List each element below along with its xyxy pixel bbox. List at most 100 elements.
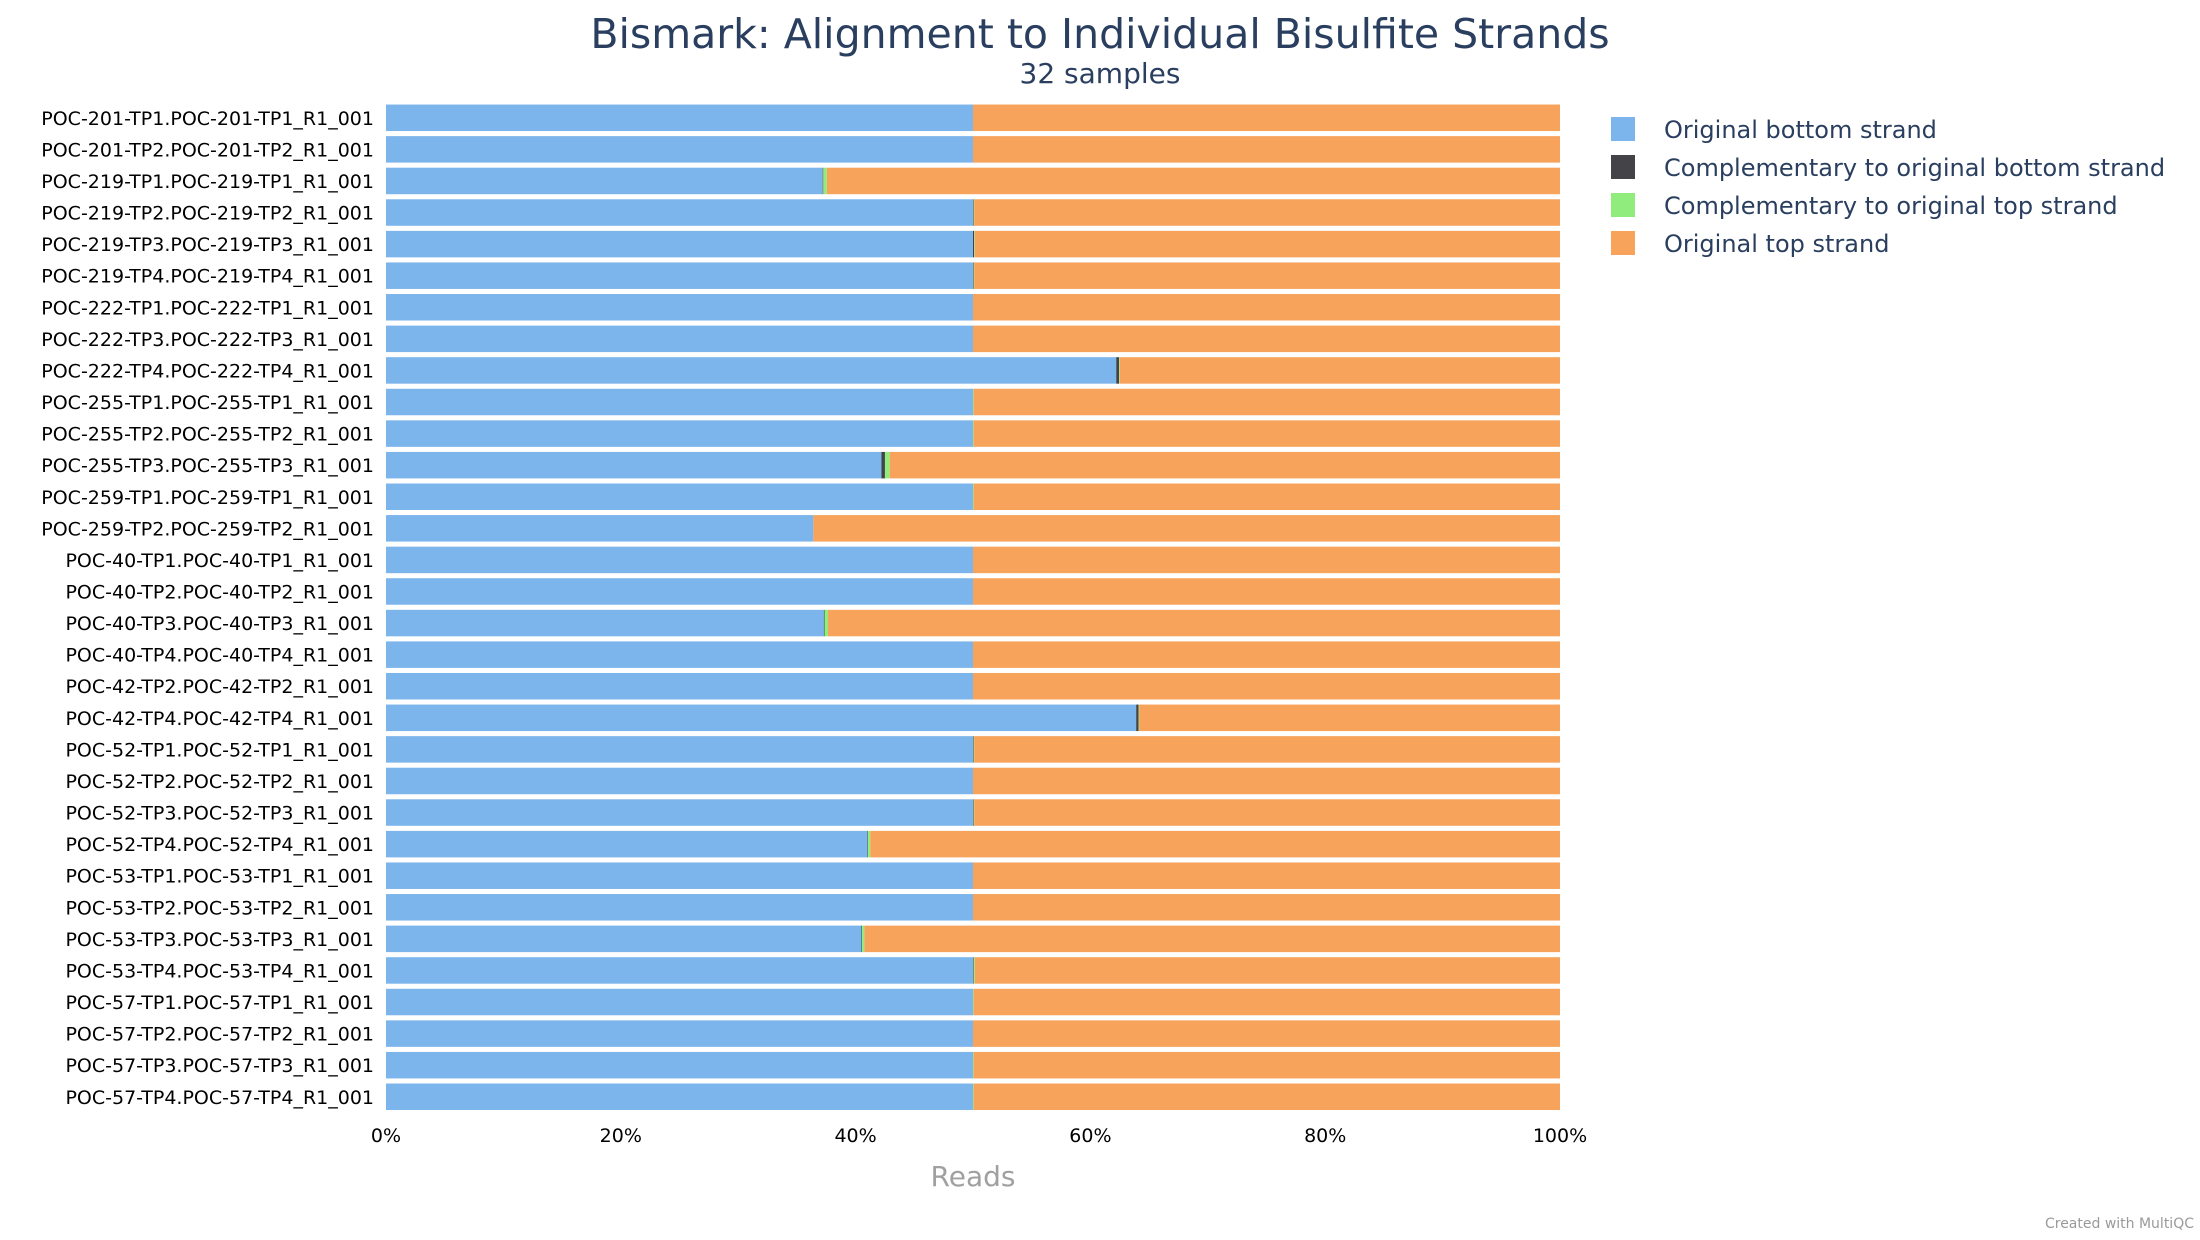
bar-segment-complementary-to-original-top-strand: [973, 957, 975, 984]
bar-group: [386, 104, 1560, 1111]
legend-swatch[interactable]: [1611, 231, 1635, 255]
bar-segment-original-bottom-strand: [386, 230, 973, 258]
bar-segment-complementary-to-original-bottom-strand: [973, 799, 974, 826]
bar-segment-complementary-to-original-top-strand: [973, 799, 975, 826]
bar-segment-original-top-strand: [813, 515, 1560, 542]
bar-segment-complementary-to-original-top-strand: [973, 1083, 974, 1111]
bar-segment-complementary-to-original-bottom-strand: [973, 230, 975, 258]
bar-segment-original-top-strand: [973, 388, 1560, 416]
y-tick-label: POC-40-TP4.POC-40-TP4_R1_001: [65, 645, 374, 667]
bar-segment-complementary-to-original-bottom-strand: [973, 957, 974, 984]
bar-segment-complementary-to-original-top-strand: [973, 988, 974, 1016]
bar-segment-complementary-to-original-top-strand: [973, 1051, 974, 1079]
y-tick-label: POC-259-TP2.POC-259-TP2_R1_001: [41, 518, 374, 540]
bar-segment-original-bottom-strand: [386, 262, 973, 289]
legend-swatch[interactable]: [1611, 193, 1635, 217]
bar-segment-original-top-strand: [1139, 704, 1560, 732]
bar-segment-complementary-to-original-top-strand: [884, 451, 890, 479]
bar-segment-original-top-strand: [870, 830, 1560, 858]
legend-swatch[interactable]: [1611, 155, 1635, 179]
y-tick-label: POC-259-TP1.POC-259-TP1_R1_001: [41, 487, 374, 509]
bar-segment-complementary-to-original-bottom-strand: [1136, 704, 1139, 732]
bar-segment-complementary-to-original-bottom-strand: [973, 262, 974, 289]
bar-segment-original-top-strand: [826, 167, 1560, 195]
bar-segment-original-bottom-strand: [386, 799, 973, 826]
y-tick-label: POC-219-TP1.POC-219-TP1_R1_001: [41, 171, 374, 193]
bar-segment-original-bottom-strand: [386, 578, 973, 605]
bar-segment-original-top-strand: [974, 262, 1560, 289]
bar-segment-original-top-strand: [828, 609, 1560, 637]
legend-label[interactable]: Complementary to original bottom strand: [1664, 154, 2165, 182]
y-tick-label: POC-222-TP3.POC-222-TP3_R1_001: [41, 329, 374, 351]
x-tick-label: 80%: [1304, 1125, 1346, 1147]
bar-segment-original-bottom-strand: [386, 199, 973, 226]
y-tick-label: POC-57-TP4.POC-57-TP4_R1_001: [65, 1087, 374, 1109]
bar-segment-original-bottom-strand: [386, 736, 973, 763]
bar-segment-original-top-strand: [974, 199, 1560, 226]
bar-segment-complementary-to-original-top-strand: [862, 925, 865, 953]
bar-segment-complementary-to-original-bottom-strand: [1116, 357, 1120, 384]
y-tick-label: POC-201-TP2.POC-201-TP2_R1_001: [41, 139, 374, 161]
bar-segment-original-top-strand: [973, 325, 1560, 353]
y-tick-label: POC-222-TP1.POC-222-TP1_R1_001: [41, 297, 374, 319]
bar-segment-original-top-strand: [973, 483, 1560, 510]
y-axis-labels: POC-201-TP1.POC-201-TP1_R1_001 POC-201-TP…: [41, 108, 374, 1109]
x-tick-label: 100%: [1533, 1125, 1587, 1147]
x-axis-ticks: 0% 20% 40% 60% 80% 100%: [371, 1125, 1587, 1147]
y-tick-label: POC-52-TP3.POC-52-TP3_R1_001: [65, 803, 374, 825]
bar-segment-original-top-strand: [973, 1020, 1560, 1047]
y-tick-label: POC-219-TP3.POC-219-TP3_R1_001: [41, 234, 374, 256]
y-tick-label: POC-255-TP1.POC-255-TP1_R1_001: [41, 392, 374, 414]
x-tick-label: 20%: [600, 1125, 642, 1147]
bar-segment-complementary-to-original-top-strand: [974, 230, 975, 258]
x-axis-title: Reads: [931, 1160, 1016, 1193]
bar-segment-original-top-strand: [973, 641, 1560, 668]
bar-segment-original-top-strand: [973, 988, 1560, 1016]
chart-title: Bismark: Alignment to Individual Bisulfi…: [590, 10, 1609, 58]
bar-segment-original-top-strand: [974, 799, 1560, 826]
bar-segment-complementary-to-original-bottom-strand: [823, 609, 825, 637]
y-tick-label: POC-52-TP4.POC-52-TP4_R1_001: [65, 834, 374, 856]
y-tick-label: POC-53-TP3.POC-53-TP3_R1_001: [65, 929, 374, 951]
bar-segment-complementary-to-original-bottom-strand: [881, 451, 885, 479]
bar-segment-original-bottom-strand: [386, 1083, 973, 1111]
bar-segment-original-bottom-strand: [386, 136, 973, 163]
bar-segment-original-top-strand: [974, 736, 1560, 763]
bar-segment-original-top-strand: [973, 672, 1560, 700]
bar-segment-original-bottom-strand: [386, 862, 973, 889]
bar-segment-original-bottom-strand: [386, 609, 824, 637]
bar-segment-original-top-strand: [974, 230, 1560, 258]
bar-segment-complementary-to-original-bottom-strand: [973, 736, 974, 763]
y-tick-label: POC-57-TP1.POC-57-TP1_R1_001: [65, 992, 374, 1014]
bar-segment-original-top-strand: [973, 894, 1560, 921]
bar-segment-original-bottom-strand: [386, 830, 868, 858]
bar-segment-complementary-to-original-top-strand: [824, 609, 829, 637]
bar-segment-original-bottom-strand: [386, 325, 973, 353]
legend-label[interactable]: Original top strand: [1664, 230, 1889, 258]
bar-segment-original-top-strand: [1119, 357, 1560, 384]
legend-label[interactable]: Original bottom strand: [1664, 116, 1937, 144]
bar-segment-original-top-strand: [973, 420, 1560, 447]
x-tick-label: 0%: [371, 1125, 401, 1147]
bar-segment-original-bottom-strand: [386, 357, 1117, 384]
y-tick-label: POC-57-TP3.POC-57-TP3_R1_001: [65, 1055, 374, 1077]
bar-segment-original-bottom-strand: [386, 1020, 973, 1047]
chart-subtitle: 32 samples: [1020, 57, 1181, 90]
y-tick-label: POC-53-TP4.POC-53-TP4_R1_001: [65, 960, 374, 982]
legend-label[interactable]: Complementary to original top strand: [1664, 192, 2118, 220]
bar-segment-complementary-to-original-top-strand: [1138, 704, 1140, 732]
bar-segment-original-top-strand: [973, 546, 1560, 574]
y-tick-label: POC-40-TP2.POC-40-TP2_R1_001: [65, 581, 374, 603]
legend-swatch[interactable]: [1611, 117, 1635, 141]
bar-segment-complementary-to-original-top-strand: [973, 483, 974, 510]
bar-segment-original-bottom-strand: [386, 1051, 973, 1079]
y-tick-label: POC-40-TP1.POC-40-TP1_R1_001: [65, 550, 374, 572]
bar-segment-original-bottom-strand: [386, 925, 862, 953]
bar-segment-original-bottom-strand: [386, 167, 823, 195]
bar-segment-original-bottom-strand: [386, 672, 973, 700]
x-tick-label: 60%: [1069, 1125, 1111, 1147]
bar-segment-original-bottom-strand: [386, 894, 973, 921]
bar-segment-complementary-to-original-top-strand: [823, 167, 827, 195]
bar-segment-original-top-strand: [973, 136, 1560, 163]
y-tick-label: POC-219-TP4.POC-219-TP4_R1_001: [41, 266, 374, 288]
